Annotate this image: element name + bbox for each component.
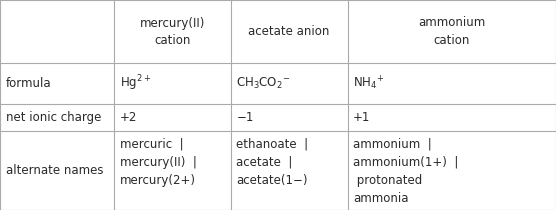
Text: +1: +1 [353,111,370,124]
Text: alternate names: alternate names [6,164,103,177]
Text: ammonium
cation: ammonium cation [418,17,485,46]
Text: CH$_3$CO$_2$$^{-}$: CH$_3$CO$_2$$^{-}$ [236,76,290,91]
Text: +2: +2 [120,111,137,124]
Text: −1: −1 [236,111,254,124]
Text: NH$_4$$^{+}$: NH$_4$$^{+}$ [353,75,384,92]
Text: Hg$^{2+}$: Hg$^{2+}$ [120,74,151,93]
Text: net ionic charge: net ionic charge [6,111,101,124]
Text: mercury(II)
cation: mercury(II) cation [140,17,205,46]
Text: mercuric  |
mercury(II)  |
mercury(2+): mercuric | mercury(II) | mercury(2+) [120,138,196,186]
Text: formula: formula [6,77,51,90]
Text: acetate anion: acetate anion [249,25,330,38]
Text: ethanoate  |
acetate  |
acetate(1−): ethanoate | acetate | acetate(1−) [236,138,309,186]
Text: ammonium  |
ammonium(1+)  |
 protonated
ammonia: ammonium | ammonium(1+) | protonated amm… [353,138,459,205]
